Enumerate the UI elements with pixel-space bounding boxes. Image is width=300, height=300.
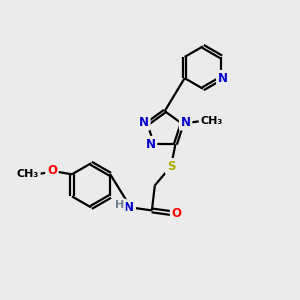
Text: N: N	[146, 138, 155, 151]
Text: N: N	[124, 201, 134, 214]
Text: H: H	[115, 200, 124, 210]
Text: CH₃: CH₃	[17, 169, 39, 179]
Text: N: N	[181, 116, 190, 129]
Text: S: S	[167, 160, 175, 173]
Text: N: N	[218, 72, 228, 85]
Text: N: N	[139, 116, 149, 129]
Text: CH₃: CH₃	[200, 116, 223, 126]
Text: O: O	[172, 207, 182, 220]
Text: O: O	[47, 164, 57, 177]
